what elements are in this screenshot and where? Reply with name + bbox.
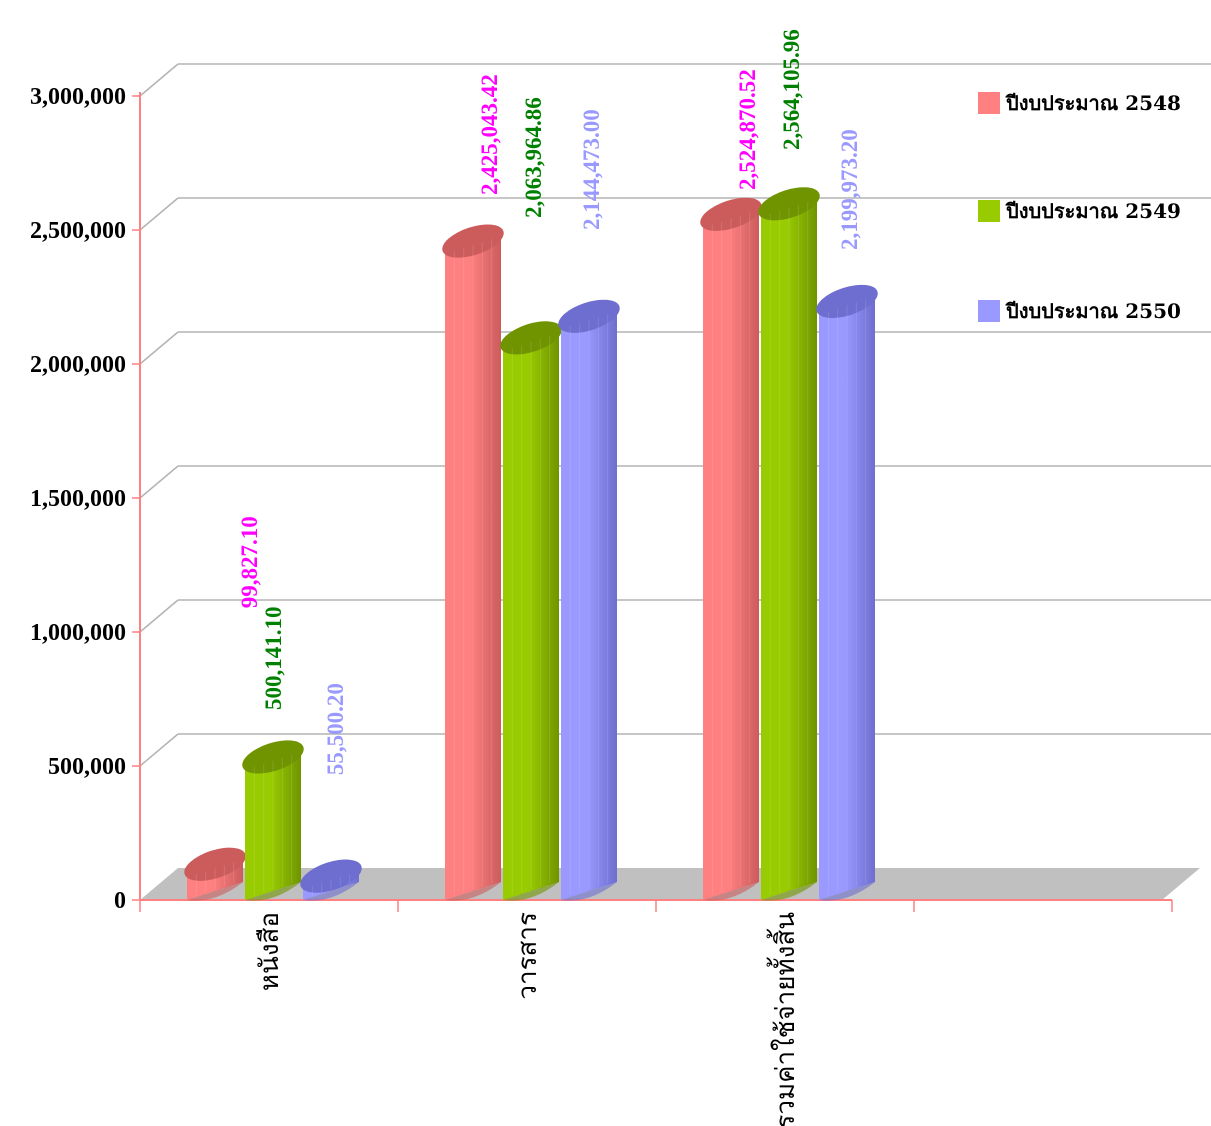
data-label: 2,564,105.96	[779, 29, 804, 150]
bar-base	[245, 882, 301, 901]
bar-cap	[558, 299, 620, 333]
legend-item-2549: ปีงบประมาณ 2549	[978, 196, 1181, 226]
bar	[816, 284, 878, 901]
chart-floor	[140, 868, 1200, 900]
y-tick-label: 2,000,000	[30, 352, 126, 378]
gridline-diag	[139, 63, 179, 97]
bar-base	[819, 882, 875, 901]
bar-cap	[700, 197, 762, 231]
gridline-diag	[139, 599, 179, 633]
bar	[300, 859, 362, 901]
data-label: 2,199,973.20	[837, 129, 862, 250]
bar	[558, 299, 620, 901]
y-tick-label: 3,000,000	[30, 84, 126, 110]
gridline-diag	[139, 331, 179, 365]
y-tick-label: 2,500,000	[30, 218, 126, 244]
bar	[758, 187, 820, 901]
legend-item-2550: ปีงบประมาณ 2550	[978, 296, 1181, 326]
legend-swatch-2548	[978, 92, 1000, 114]
legend-label-2549: ปีงบประมาณ 2549	[1006, 199, 1181, 223]
grid-layer	[139, 63, 1211, 767]
axis-layer: 0 500,000 1,000,000 1,500,000 2,000,000 2,500…	[30, 84, 1173, 914]
y-tick-label: 1,000,000	[30, 620, 126, 646]
bar-cap	[300, 859, 362, 893]
gridline-diag	[139, 197, 179, 231]
data-label: 2,425,043.42	[477, 74, 502, 195]
data-label: 2,524,870.52	[735, 69, 760, 190]
bar-base	[303, 882, 359, 901]
bar-base	[561, 882, 617, 901]
data-label: 99,827.10	[237, 516, 262, 608]
bar	[184, 847, 246, 901]
legend-swatch-2550	[978, 300, 1000, 322]
x-category-label: หนังสือ	[255, 912, 285, 991]
bar-body	[561, 307, 617, 900]
bar-cap	[242, 740, 304, 774]
bar	[242, 740, 304, 901]
bar-body	[761, 194, 817, 901]
legend-item-2548: ปีงบประมาณ 2548	[978, 88, 1181, 118]
bar	[500, 321, 562, 901]
data-label: 500,141.10	[261, 606, 286, 710]
bar-base	[503, 882, 559, 901]
legend-label-2548: ปีงบประมาณ 2548	[1006, 91, 1181, 115]
y-tick-label: 1,500,000	[30, 486, 126, 512]
x-category-label: วารสาร	[513, 912, 543, 1000]
bar-body	[503, 328, 559, 900]
floor-layer	[140, 868, 1200, 900]
bar-cap	[758, 187, 820, 221]
legend-swatch-2549	[978, 200, 1000, 222]
legend-label-2550: ปีงบประมาณ 2550	[1006, 299, 1181, 323]
bar-body	[245, 747, 301, 900]
bar-cap	[442, 224, 504, 258]
bar-base	[761, 882, 817, 901]
bar-base	[445, 882, 501, 901]
data-label: 2,144,473.00	[579, 109, 604, 230]
bar	[700, 197, 762, 901]
bar-base	[703, 882, 759, 901]
gridline-diag	[139, 465, 179, 499]
bar-layer	[184, 187, 878, 901]
bar-cap	[500, 321, 562, 355]
y-tick-label: 0	[114, 888, 126, 914]
bar-body	[819, 292, 875, 900]
bar	[442, 224, 504, 901]
y-tick-label: 500,000	[48, 754, 126, 780]
bar-base	[187, 882, 243, 901]
gridline-diag	[139, 733, 179, 767]
bar-cap	[816, 284, 878, 318]
bar-body	[445, 232, 501, 900]
x-category-label: รวมค่าใช้จ่ายทั้งสิ้น	[766, 912, 801, 1126]
data-label: 2,063,964.86	[521, 97, 546, 218]
bar-cap	[184, 847, 246, 881]
bar-body	[703, 205, 759, 900]
data-label: 55,500.20	[323, 683, 348, 775]
